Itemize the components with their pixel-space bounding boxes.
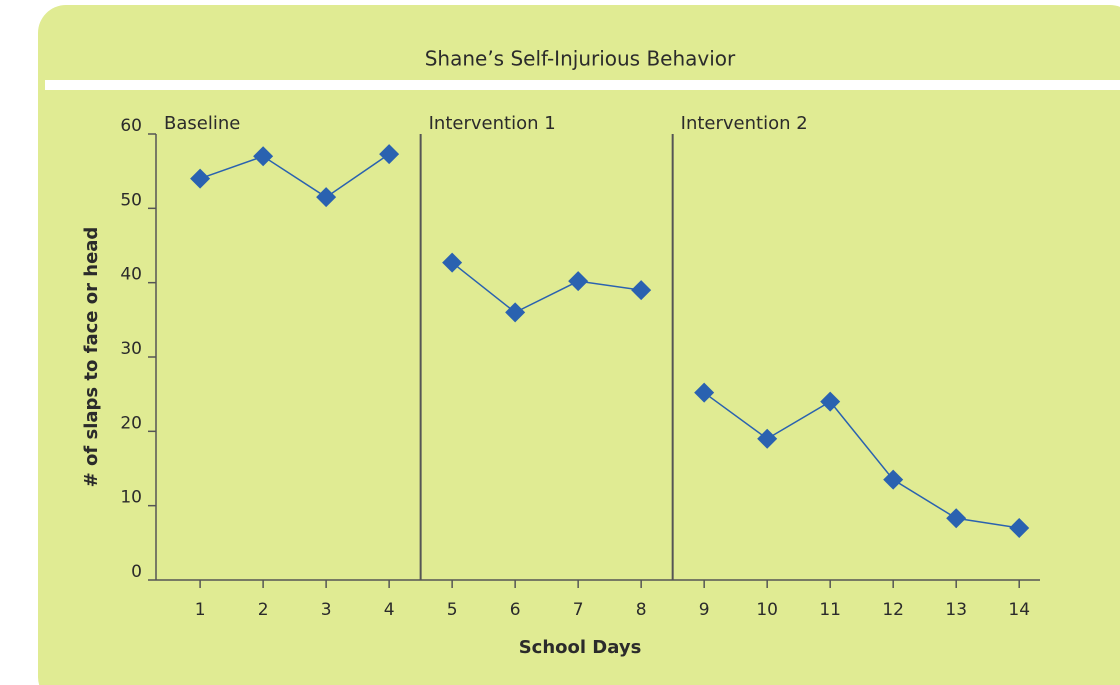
x-tick-label: 5 [447, 600, 458, 620]
y-tick-label: 50 [120, 190, 142, 210]
x-tick-label: 11 [819, 600, 841, 620]
phase-label: Intervention 1 [429, 113, 556, 134]
x-tick-label: 8 [636, 600, 647, 620]
x-tick-label: 10 [756, 600, 778, 620]
data-point [1009, 517, 1030, 538]
x-tick-label: 9 [699, 600, 710, 620]
data-point [631, 280, 652, 301]
y-tick-label: 60 [120, 116, 142, 136]
x-tick-label: 3 [321, 600, 332, 620]
y-tick-label: 30 [120, 339, 142, 359]
y-axis-title: # of slaps to face or head [81, 227, 102, 488]
phase-label: Baseline [164, 113, 240, 134]
data-point [757, 428, 778, 449]
data-point [316, 187, 337, 208]
x-tick-label: 2 [258, 600, 269, 620]
data-point [253, 146, 274, 167]
x-tick-label: 6 [510, 600, 521, 620]
data-point [820, 391, 841, 412]
panel [38, 5, 1120, 685]
x-tick-label: 14 [1008, 600, 1030, 620]
chart-title: Shane’s Self-Injurious Behavior [425, 47, 736, 71]
data-point [568, 271, 589, 292]
phase-label: Intervention 2 [681, 113, 808, 134]
series-line [451, 262, 642, 314]
y-tick-label: 40 [120, 265, 142, 285]
y-tick-label: 10 [120, 488, 142, 508]
data-point [694, 382, 715, 403]
data-point [505, 302, 526, 323]
x-tick-label: 12 [882, 600, 904, 620]
x-axis-title: School Days [519, 637, 642, 658]
x-tick-label: 13 [945, 600, 967, 620]
data-point [442, 252, 463, 273]
y-tick-label: 20 [120, 413, 142, 433]
series-line [199, 153, 390, 199]
x-tick-label: 4 [384, 600, 395, 620]
data-point [883, 469, 904, 490]
data-point [946, 508, 967, 529]
series-line [703, 392, 1020, 529]
title-rule [45, 80, 1120, 90]
data-point [379, 144, 400, 165]
data-point [190, 168, 211, 189]
x-tick-label: 1 [195, 600, 206, 620]
y-tick-label: 0 [131, 562, 142, 582]
x-tick-label: 7 [573, 600, 584, 620]
